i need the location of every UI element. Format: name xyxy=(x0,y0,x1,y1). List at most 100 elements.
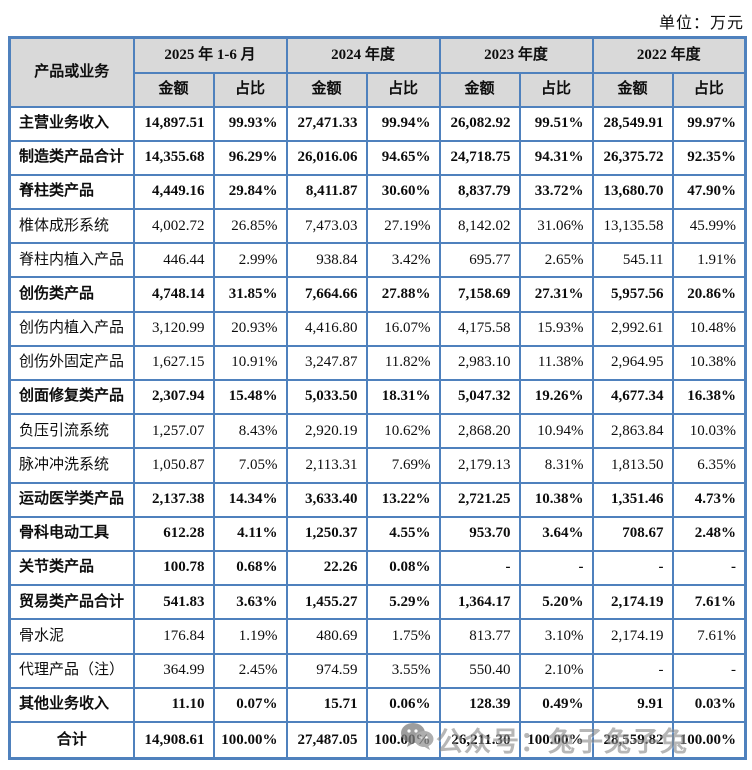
ratio-cell: 99.51% xyxy=(518,105,594,142)
ratio-cell: 4.73% xyxy=(671,481,747,518)
ratio-cell: 10.62% xyxy=(365,413,441,450)
ratio-cell: 6.35% xyxy=(671,447,747,484)
amount-header: 金额 xyxy=(591,71,674,108)
amount-cell: 27,471.33 xyxy=(285,105,368,142)
ratio-cell: 10.91% xyxy=(212,344,288,382)
amount-cell: 24,718.75 xyxy=(438,139,521,176)
amount-cell: 938.84 xyxy=(285,242,368,279)
amount-cell: 1,627.15 xyxy=(132,344,215,382)
ratio-cell: 5.20% xyxy=(518,584,594,621)
amount-cell: 974.59 xyxy=(285,652,368,689)
row-label: 骨科电动工具 xyxy=(8,515,135,552)
ratio-header: 占比 xyxy=(212,71,288,108)
ratio-cell: 3.63% xyxy=(212,584,288,621)
ratio-cell: 15.93% xyxy=(518,310,594,347)
amount-cell: 2,992.61 xyxy=(591,310,674,347)
ratio-cell: 0.07% xyxy=(212,686,288,723)
ratio-cell: 33.72% xyxy=(518,173,594,211)
amount-cell: - xyxy=(591,652,674,689)
amount-cell: 11.10 xyxy=(132,686,215,723)
amount-cell: 7,473.03 xyxy=(285,208,368,245)
amount-cell: 2,721.25 xyxy=(438,481,521,518)
ratio-cell: 0.68% xyxy=(212,549,288,587)
ratio-cell: 99.97% xyxy=(671,105,747,142)
amount-cell: 3,633.40 xyxy=(285,481,368,518)
amount-cell: 1,250.37 xyxy=(285,515,368,552)
table-row: 关节类产品 100.78 0.68% 22.26 0.08% - - - - xyxy=(8,549,747,587)
amount-cell: 5,957.56 xyxy=(591,276,674,313)
amount-header: 金额 xyxy=(132,71,215,108)
row-label: 脊柱内植入产品 xyxy=(8,242,135,279)
ratio-cell: 11.82% xyxy=(365,344,441,382)
amount-cell: 813.77 xyxy=(438,618,521,655)
ratio-cell: 2.99% xyxy=(212,242,288,279)
row-label: 椎体成形系统 xyxy=(8,208,135,245)
revenue-table-body: 主营业务收入 14,897.51 99.93% 27,471.33 99.94% 26,0… xyxy=(8,105,747,760)
ratio-cell: 10.03% xyxy=(671,413,747,450)
ratio-cell: 10.94% xyxy=(518,413,594,450)
ratio-cell: 10.48% xyxy=(671,310,747,347)
amount-cell: 446.44 xyxy=(132,242,215,279)
table-row: 骨科电动工具 612.28 4.11% 1,250.37 4.55% 953.70 3.64… xyxy=(8,515,747,552)
ratio-cell: 3.42% xyxy=(365,242,441,279)
amount-cell: 4,416.80 xyxy=(285,310,368,347)
row-label: 脉冲冲洗系统 xyxy=(8,447,135,484)
amount-cell: 15.71 xyxy=(285,686,368,723)
ratio-cell: 13.22% xyxy=(365,481,441,518)
amount-cell: 2,307.94 xyxy=(132,378,215,416)
ratio-cell: 29.84% xyxy=(212,173,288,211)
amount-cell: 28,549.91 xyxy=(591,105,674,142)
ratio-cell: 0.08% xyxy=(365,549,441,587)
amount-cell: 2,174.19 xyxy=(591,618,674,655)
amount-cell: 1,813.50 xyxy=(591,447,674,484)
amount-cell: 128.39 xyxy=(438,686,521,723)
table-row: 合计 14,908.61 100.00% 27,487.05 100.00% 26,211… xyxy=(8,720,747,760)
amount-cell: 5,047.32 xyxy=(438,378,521,416)
ratio-cell: 27.31% xyxy=(518,276,594,313)
amount-cell: 364.99 xyxy=(132,652,215,689)
ratio-cell: 100.00% xyxy=(212,720,288,760)
ratio-cell: 20.86% xyxy=(671,276,747,313)
amount-cell: 2,863.84 xyxy=(591,413,674,450)
ratio-cell: 0.06% xyxy=(365,686,441,723)
ratio-cell: - xyxy=(671,549,747,587)
amount-cell: 1,050.87 xyxy=(132,447,215,484)
ratio-cell: 1.75% xyxy=(365,618,441,655)
ratio-cell: 27.19% xyxy=(365,208,441,245)
ratio-cell: 11.38% xyxy=(518,344,594,382)
ratio-cell: 94.65% xyxy=(365,139,441,176)
row-label: 负压引流系统 xyxy=(8,413,135,450)
corner-header: 产品或业务 xyxy=(8,36,135,108)
row-label: 创面修复类产品 xyxy=(8,378,135,416)
ratio-cell: 1.19% xyxy=(212,618,288,655)
amount-cell: 5,033.50 xyxy=(285,378,368,416)
ratio-cell: 19.26% xyxy=(518,378,594,416)
ratio-cell: 16.07% xyxy=(365,310,441,347)
row-label: 主营业务收入 xyxy=(8,105,135,142)
ratio-cell: 94.31% xyxy=(518,139,594,176)
header-sub-row: 金额 占比 金额 占比 金额 占比 金额 占比 xyxy=(10,71,747,108)
table-row: 脊柱内植入产品 446.44 2.99% 938.84 3.42% 695.77 2.65%… xyxy=(8,242,747,279)
amount-cell: 14,897.51 xyxy=(132,105,215,142)
row-label: 脊柱类产品 xyxy=(8,173,135,211)
ratio-cell: 47.90% xyxy=(671,173,747,211)
amount-cell: 100.78 xyxy=(132,549,215,587)
amount-cell: 7,158.69 xyxy=(438,276,521,313)
ratio-cell: 100.00% xyxy=(365,720,441,760)
ratio-cell: 0.03% xyxy=(671,686,747,723)
ratio-cell: 14.34% xyxy=(212,481,288,518)
table-row: 创伤内植入产品 3,120.99 20.93% 4,416.80 16.07% 4,175… xyxy=(8,310,747,347)
ratio-cell: 92.35% xyxy=(671,139,747,176)
amount-cell: 2,868.20 xyxy=(438,413,521,450)
amount-cell: 480.69 xyxy=(285,618,368,655)
amount-cell: 7,664.66 xyxy=(285,276,368,313)
ratio-cell: 2.45% xyxy=(212,652,288,689)
ratio-cell: 45.99% xyxy=(671,208,747,245)
table-row: 椎体成形系统 4,002.72 26.85% 7,473.03 27.19% 8,142.… xyxy=(8,208,747,245)
table-row: 运动医学类产品 2,137.38 14.34% 3,633.40 13.22% 2,721… xyxy=(8,481,747,518)
amount-cell: 3,120.99 xyxy=(132,310,215,347)
amount-cell: 2,920.19 xyxy=(285,413,368,450)
table-row: 创面修复类产品 2,307.94 15.48% 5,033.50 18.31% 5,047… xyxy=(8,378,747,416)
period-header-2024: 2024 年度 xyxy=(285,36,441,74)
